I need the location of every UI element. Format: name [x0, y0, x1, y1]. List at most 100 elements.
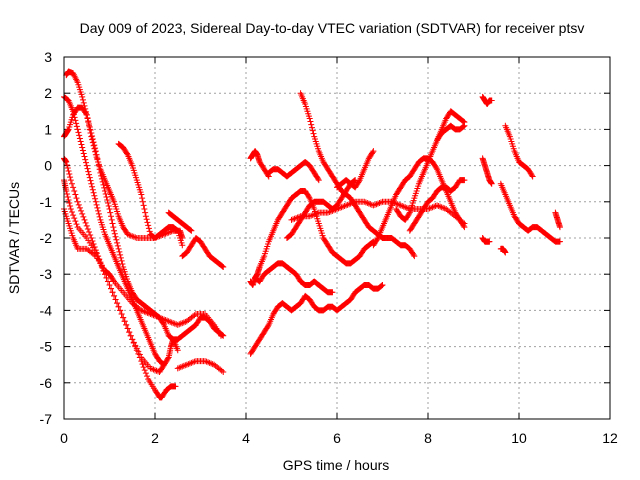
data-point-marker [121, 318, 128, 325]
data-point-marker [141, 367, 148, 374]
data-point-marker [103, 274, 110, 281]
data-point-marker [89, 136, 96, 143]
grid-lines [64, 57, 610, 419]
data-point-marker [139, 195, 146, 202]
data-point-marker [107, 209, 114, 216]
data-point-marker [73, 221, 80, 228]
data-point-marker [117, 254, 124, 261]
data-point-marker [71, 114, 78, 121]
data-point-marker [488, 180, 495, 187]
data-point-marker [108, 213, 115, 220]
data-point-marker [139, 361, 146, 368]
data-point-marker [130, 339, 137, 346]
data-point-marker [411, 253, 418, 260]
series-s29 [497, 245, 509, 256]
data-point-marker [460, 222, 467, 229]
data-point-marker [173, 227, 180, 234]
data-point-marker [104, 278, 111, 285]
data-point-marker [146, 228, 153, 235]
data-point-marker [70, 108, 77, 115]
y-tick-label: -6 [40, 375, 53, 391]
data-point-marker [73, 120, 80, 127]
x-tick-label: 12 [602, 430, 618, 446]
data-point-marker [106, 282, 113, 289]
data-point-marker [133, 347, 140, 354]
data-point-marker [142, 209, 149, 216]
data-point-marker [81, 153, 88, 160]
data-point-marker [67, 177, 74, 184]
data-point-marker [84, 225, 91, 232]
data-point-marker [116, 248, 123, 255]
data-point-marker [140, 202, 147, 209]
data-point-marker [86, 120, 93, 127]
data-point-marker [74, 198, 81, 205]
chart-title: Day 009 of 2023, Sidereal Day-to-day VTE… [80, 20, 585, 36]
data-point-marker [188, 227, 195, 234]
data-point-marker [93, 151, 100, 158]
data-point-marker [106, 206, 113, 213]
data-point-marker [98, 172, 105, 179]
data-point-marker [64, 165, 71, 172]
data-point-marker [132, 343, 139, 350]
data-point-marker [97, 169, 104, 176]
data-point-marker [315, 175, 322, 182]
data-series [61, 68, 563, 401]
y-tick-label: -1 [40, 194, 53, 210]
data-point-marker [115, 303, 122, 310]
series-s23 [434, 122, 468, 144]
data-point-marker [101, 184, 108, 191]
data-point-marker [123, 321, 130, 328]
y-tick-label: 2 [44, 85, 52, 101]
data-point-marker [94, 155, 101, 162]
x-tick-label: 2 [151, 430, 159, 446]
series-s27 [497, 180, 563, 245]
data-point-marker [111, 292, 118, 299]
plot-frame [63, 56, 611, 420]
data-point-marker [145, 222, 152, 229]
y-tick-label: 3 [44, 49, 52, 65]
data-point-marker [65, 168, 72, 175]
data-point-marker [112, 233, 119, 240]
series-s2 [174, 358, 227, 375]
data-point-marker [161, 361, 168, 368]
series-s17 [265, 158, 322, 184]
data-point-marker [79, 96, 86, 103]
series-s10 [179, 235, 227, 270]
data-point-marker [79, 93, 86, 100]
data-point-marker [86, 174, 93, 181]
data-point-marker [136, 354, 143, 361]
series-s30 [552, 209, 563, 231]
data-point-marker [528, 172, 535, 179]
data-point-marker [379, 282, 386, 289]
data-point-marker [95, 162, 102, 169]
data-point-marker [76, 135, 83, 142]
data-point-marker [529, 173, 536, 180]
data-point-marker [110, 224, 117, 231]
series-s14 [247, 148, 272, 180]
data-point-marker [113, 236, 120, 243]
data-point-marker [111, 227, 118, 234]
data-point-marker [86, 123, 93, 130]
data-point-marker [410, 251, 417, 258]
data-point-marker [461, 177, 468, 184]
data-point-marker [85, 117, 92, 124]
data-point-marker [79, 210, 86, 217]
y-tick-label: -4 [40, 302, 53, 318]
data-point-marker [82, 159, 89, 166]
y-tick-label: -2 [40, 230, 53, 246]
data-point-marker [174, 347, 181, 354]
data-point-marker [73, 123, 80, 130]
data-point-marker [66, 200, 73, 207]
data-point-marker [80, 99, 87, 106]
data-point-marker [108, 285, 115, 292]
data-point-marker [105, 203, 112, 210]
y-tick-label: -5 [40, 339, 53, 355]
data-point-marker [73, 195, 80, 202]
series-s28 [479, 235, 493, 245]
data-point-marker [95, 207, 102, 214]
data-point-marker [129, 336, 136, 343]
data-point-marker [118, 311, 125, 318]
data-point-marker [92, 198, 99, 205]
data-point-marker [307, 118, 314, 125]
data-point-marker [406, 210, 413, 217]
